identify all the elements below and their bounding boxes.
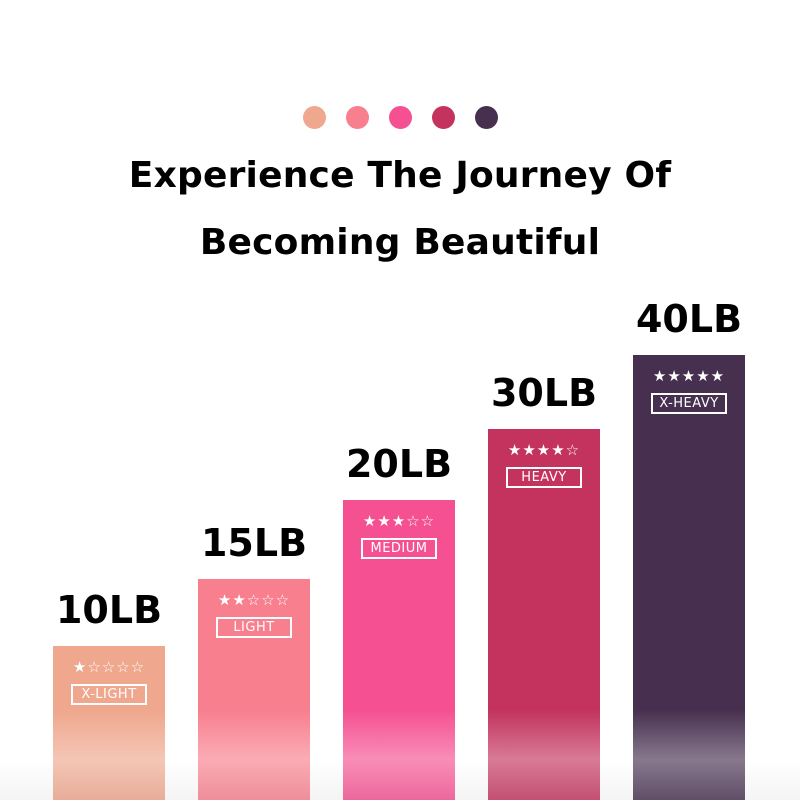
star-filled-icon: ★ [72,658,88,676]
level-tag: MEDIUM [361,538,437,559]
level-tag: HEAVY [506,467,582,488]
color-dot [431,106,455,129]
color-dot [388,106,412,129]
star-filled-icon: ★ [696,367,711,385]
level-tag: X-HEAVY [651,393,727,414]
star-empty-icon: ☆ [101,658,117,676]
band-bar-heavy: 30LB ★★★★☆ HEAVY [488,371,600,800]
star-filled-icon: ★ [667,367,682,385]
band-bar-light: 15LB ★★☆☆☆ LIGHT [198,521,310,800]
star-rating: ★★★★☆ [488,441,600,459]
star-filled-icon: ★ [652,367,668,385]
star-empty-icon: ☆ [87,658,102,676]
star-rating: ★☆☆☆☆ [53,658,165,676]
star-empty-icon: ☆ [275,591,291,609]
star-rating: ★★★★★ [633,367,745,385]
star-filled-icon: ★ [681,367,697,385]
star-filled-icon: ★ [377,512,392,530]
star-rating: ★★★☆☆ [343,512,455,530]
level-tag: X-LIGHT [71,684,147,705]
star-rating: ★★☆☆☆ [198,591,310,609]
band-bar-medium: 20LB ★★★☆☆ MEDIUM [343,442,455,800]
star-empty-icon: ☆ [420,512,436,530]
star-filled-icon: ★ [536,441,552,459]
color-dot [345,106,369,129]
star-empty-icon: ☆ [246,591,262,609]
level-tag: LIGHT [216,617,292,638]
weight-label: 30LB [490,371,598,415]
color-dot [302,106,326,129]
star-filled-icon: ★ [522,441,537,459]
star-filled-icon: ★ [551,441,566,459]
star-filled-icon: ★ [232,591,247,609]
weight-label: 40LB [635,297,743,341]
star-empty-icon: ☆ [116,658,131,676]
color-dots [0,106,800,129]
star-empty-icon: ☆ [565,441,581,459]
star-filled-icon: ★ [710,367,726,385]
weight-label: 10LB [55,588,163,632]
star-empty-icon: ☆ [130,658,146,676]
headline-line-1: Experience The Journey Of [128,155,672,196]
star-empty-icon: ☆ [406,512,421,530]
star-empty-icon: ☆ [261,591,276,609]
star-filled-icon: ★ [391,512,407,530]
weight-label: 15LB [200,521,308,565]
weight-label: 20LB [345,442,453,486]
star-filled-icon: ★ [507,441,523,459]
star-filled-icon: ★ [362,512,378,530]
star-filled-icon: ★ [217,591,233,609]
headline-line-2: Becoming Beautiful [199,222,601,263]
band-bar-x-light: 10LB ★☆☆☆☆ X-LIGHT [53,588,165,800]
band-bar-x-heavy: 40LB ★★★★★ X-HEAVY [633,297,745,800]
color-dot [474,106,498,129]
